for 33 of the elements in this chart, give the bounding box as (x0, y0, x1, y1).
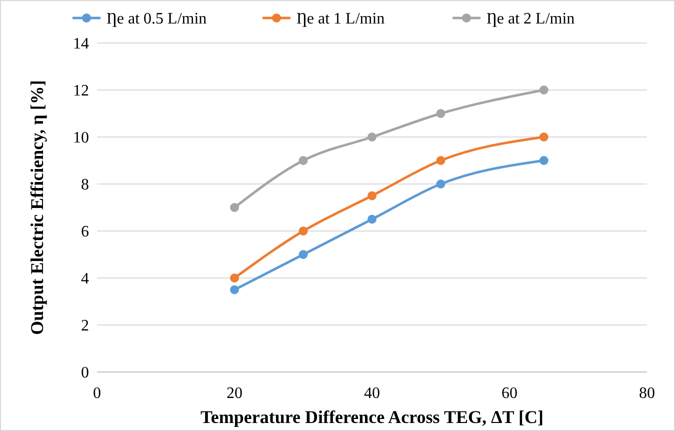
legend-label: Ƞe at 1 L/min (296, 10, 385, 28)
point (298, 156, 308, 165)
point (539, 86, 548, 94)
x-tick-label: 40 (364, 385, 380, 402)
y-tick-label: 10 (73, 130, 89, 147)
y-tick-label: 2 (81, 318, 89, 335)
point (230, 274, 239, 282)
y-tick-label: 4 (81, 270, 89, 288)
point (436, 156, 446, 165)
y-axis-title: Output Electric Efficiency, η [%] (27, 80, 47, 335)
legend-label: Ƞe at 0.5 L/min (106, 10, 207, 28)
y-tick-label: 14 (73, 36, 89, 53)
x-axis-title: Temperature Difference Across TEG, ΔT [C] (200, 407, 544, 427)
point (368, 214, 376, 224)
y-tick-label: 6 (81, 224, 89, 241)
x-tick-label: 60 (502, 385, 518, 402)
point (230, 203, 239, 212)
point (436, 180, 446, 188)
point (298, 226, 308, 236)
y-tick-label: 8 (81, 176, 89, 194)
point (539, 132, 548, 142)
point (436, 109, 446, 118)
x-tick-label: 80 (639, 385, 655, 402)
x-tick-label: 20 (226, 385, 242, 402)
legend-label: Ƞe at 2 L/min (486, 10, 575, 28)
y-tick-label: 0 (81, 364, 89, 382)
point (230, 285, 239, 294)
y-tick-label: 12 (73, 82, 89, 100)
point (539, 156, 548, 165)
point (368, 132, 376, 142)
point (298, 250, 308, 259)
x-tick-label: 0 (93, 385, 101, 402)
point (368, 191, 376, 200)
